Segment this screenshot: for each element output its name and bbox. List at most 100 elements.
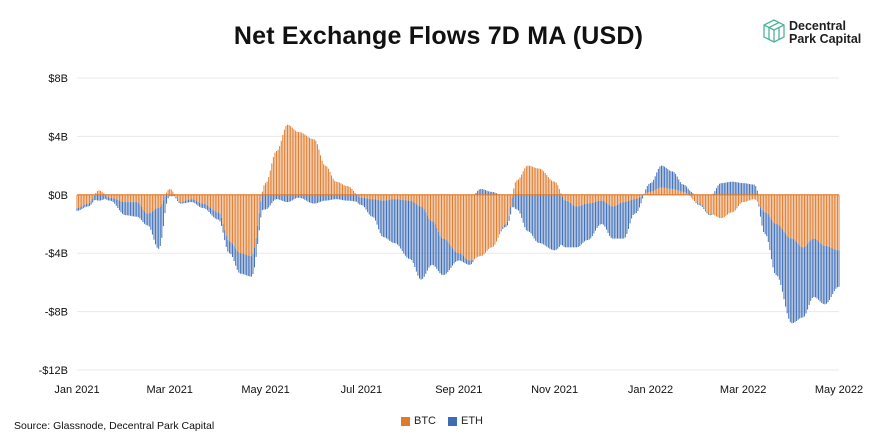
btc-bar [411,194,413,201]
btc-bar [456,194,458,253]
btc-bar [519,177,521,195]
eth-bar [563,199,565,247]
eth-bar [741,183,743,195]
btc-bar [342,184,344,195]
eth-bar [320,194,322,202]
btc-bar [527,165,529,195]
btc-bar [464,194,466,258]
eth-bar [539,194,541,244]
btc-bar [703,194,705,208]
eth-bar [747,183,749,195]
eth-bar [459,253,461,261]
eth-bar [221,217,223,226]
eth-bar [294,194,296,199]
btc-bar [158,194,160,208]
btc-bar [772,194,774,222]
eth-bar [618,203,620,239]
btc-bar [582,194,584,205]
eth-bar [695,202,697,204]
btc-bar [670,188,672,195]
eth-bar [609,205,611,236]
btc-bar [258,194,260,214]
eth-bar [794,240,796,323]
btc-bar [778,194,780,226]
legend-swatch-btc [401,416,410,426]
btc-bar [637,194,639,199]
btc-bar [489,194,491,248]
eth-bar [219,213,221,222]
legend-item-eth: ETH [448,415,483,427]
btc-bar [139,194,141,205]
eth-bar [472,259,474,263]
btc-bar [244,194,246,255]
btc-bar [799,194,801,246]
logo-line-1: Decentral [789,19,846,33]
btc-bar [96,191,98,195]
eth-bar [579,205,581,246]
eth-bar [805,245,807,314]
eth-bar [450,245,452,268]
btc-bar [340,183,342,195]
eth-bar [403,200,405,254]
eth-bar [580,205,582,245]
btc-bar [254,194,256,248]
eth-bar [821,244,823,303]
btc-bar [496,194,497,242]
eth-bar [656,172,658,190]
eth-bar [558,194,560,247]
eth-bar [279,194,281,200]
btc-bar [368,194,370,199]
eth-bar [679,182,681,192]
eth-bar [470,260,472,265]
eth-bar [590,203,592,239]
eth-bar [588,203,590,240]
btc-bar [120,194,122,202]
eth-bar [511,197,513,208]
btc-bar [631,194,633,200]
eth-bar [93,195,95,201]
btc-bar [557,185,559,195]
btc-bar [792,194,794,240]
eth-bar [258,213,260,231]
btc-bar [461,194,463,255]
eth-bar [323,194,325,201]
eth-bar [466,259,468,265]
eth-bar [786,235,788,314]
eth-bar [191,199,193,203]
btc-bar [144,194,146,212]
btc-bar [142,194,144,210]
eth-bar [395,199,397,244]
eth-bar [461,254,463,262]
eth-bar [304,194,306,200]
btc-bar [808,194,810,243]
btc-bar [524,168,526,195]
eth-bar [139,204,141,219]
btc-bar [583,194,585,205]
eth-bar [307,194,309,202]
btc-bar [162,194,164,201]
eth-bar [156,208,158,248]
eth-bar [213,210,215,218]
btc-bar [807,194,809,244]
btc-bar [282,134,284,195]
btc-bar [598,194,600,201]
eth-bar [263,194,265,210]
btc-bar [610,194,612,207]
btc-bar [334,180,336,195]
x-tick-label: Mar 2022 [720,384,766,396]
btc-bar [646,192,648,195]
eth-bar [356,194,358,202]
btc-bar [467,194,469,261]
eth-bar [82,205,84,209]
eth-bar [766,212,768,237]
eth-bar [748,184,750,195]
eth-bar [496,193,497,195]
eth-bar [426,215,428,271]
btc-bar [199,194,201,203]
eth-bar [434,224,436,267]
btc-bar [499,194,501,234]
btc-bar [309,137,311,195]
eth-bar [345,194,347,201]
btc-bar [323,164,325,195]
eth-bar [431,221,433,265]
